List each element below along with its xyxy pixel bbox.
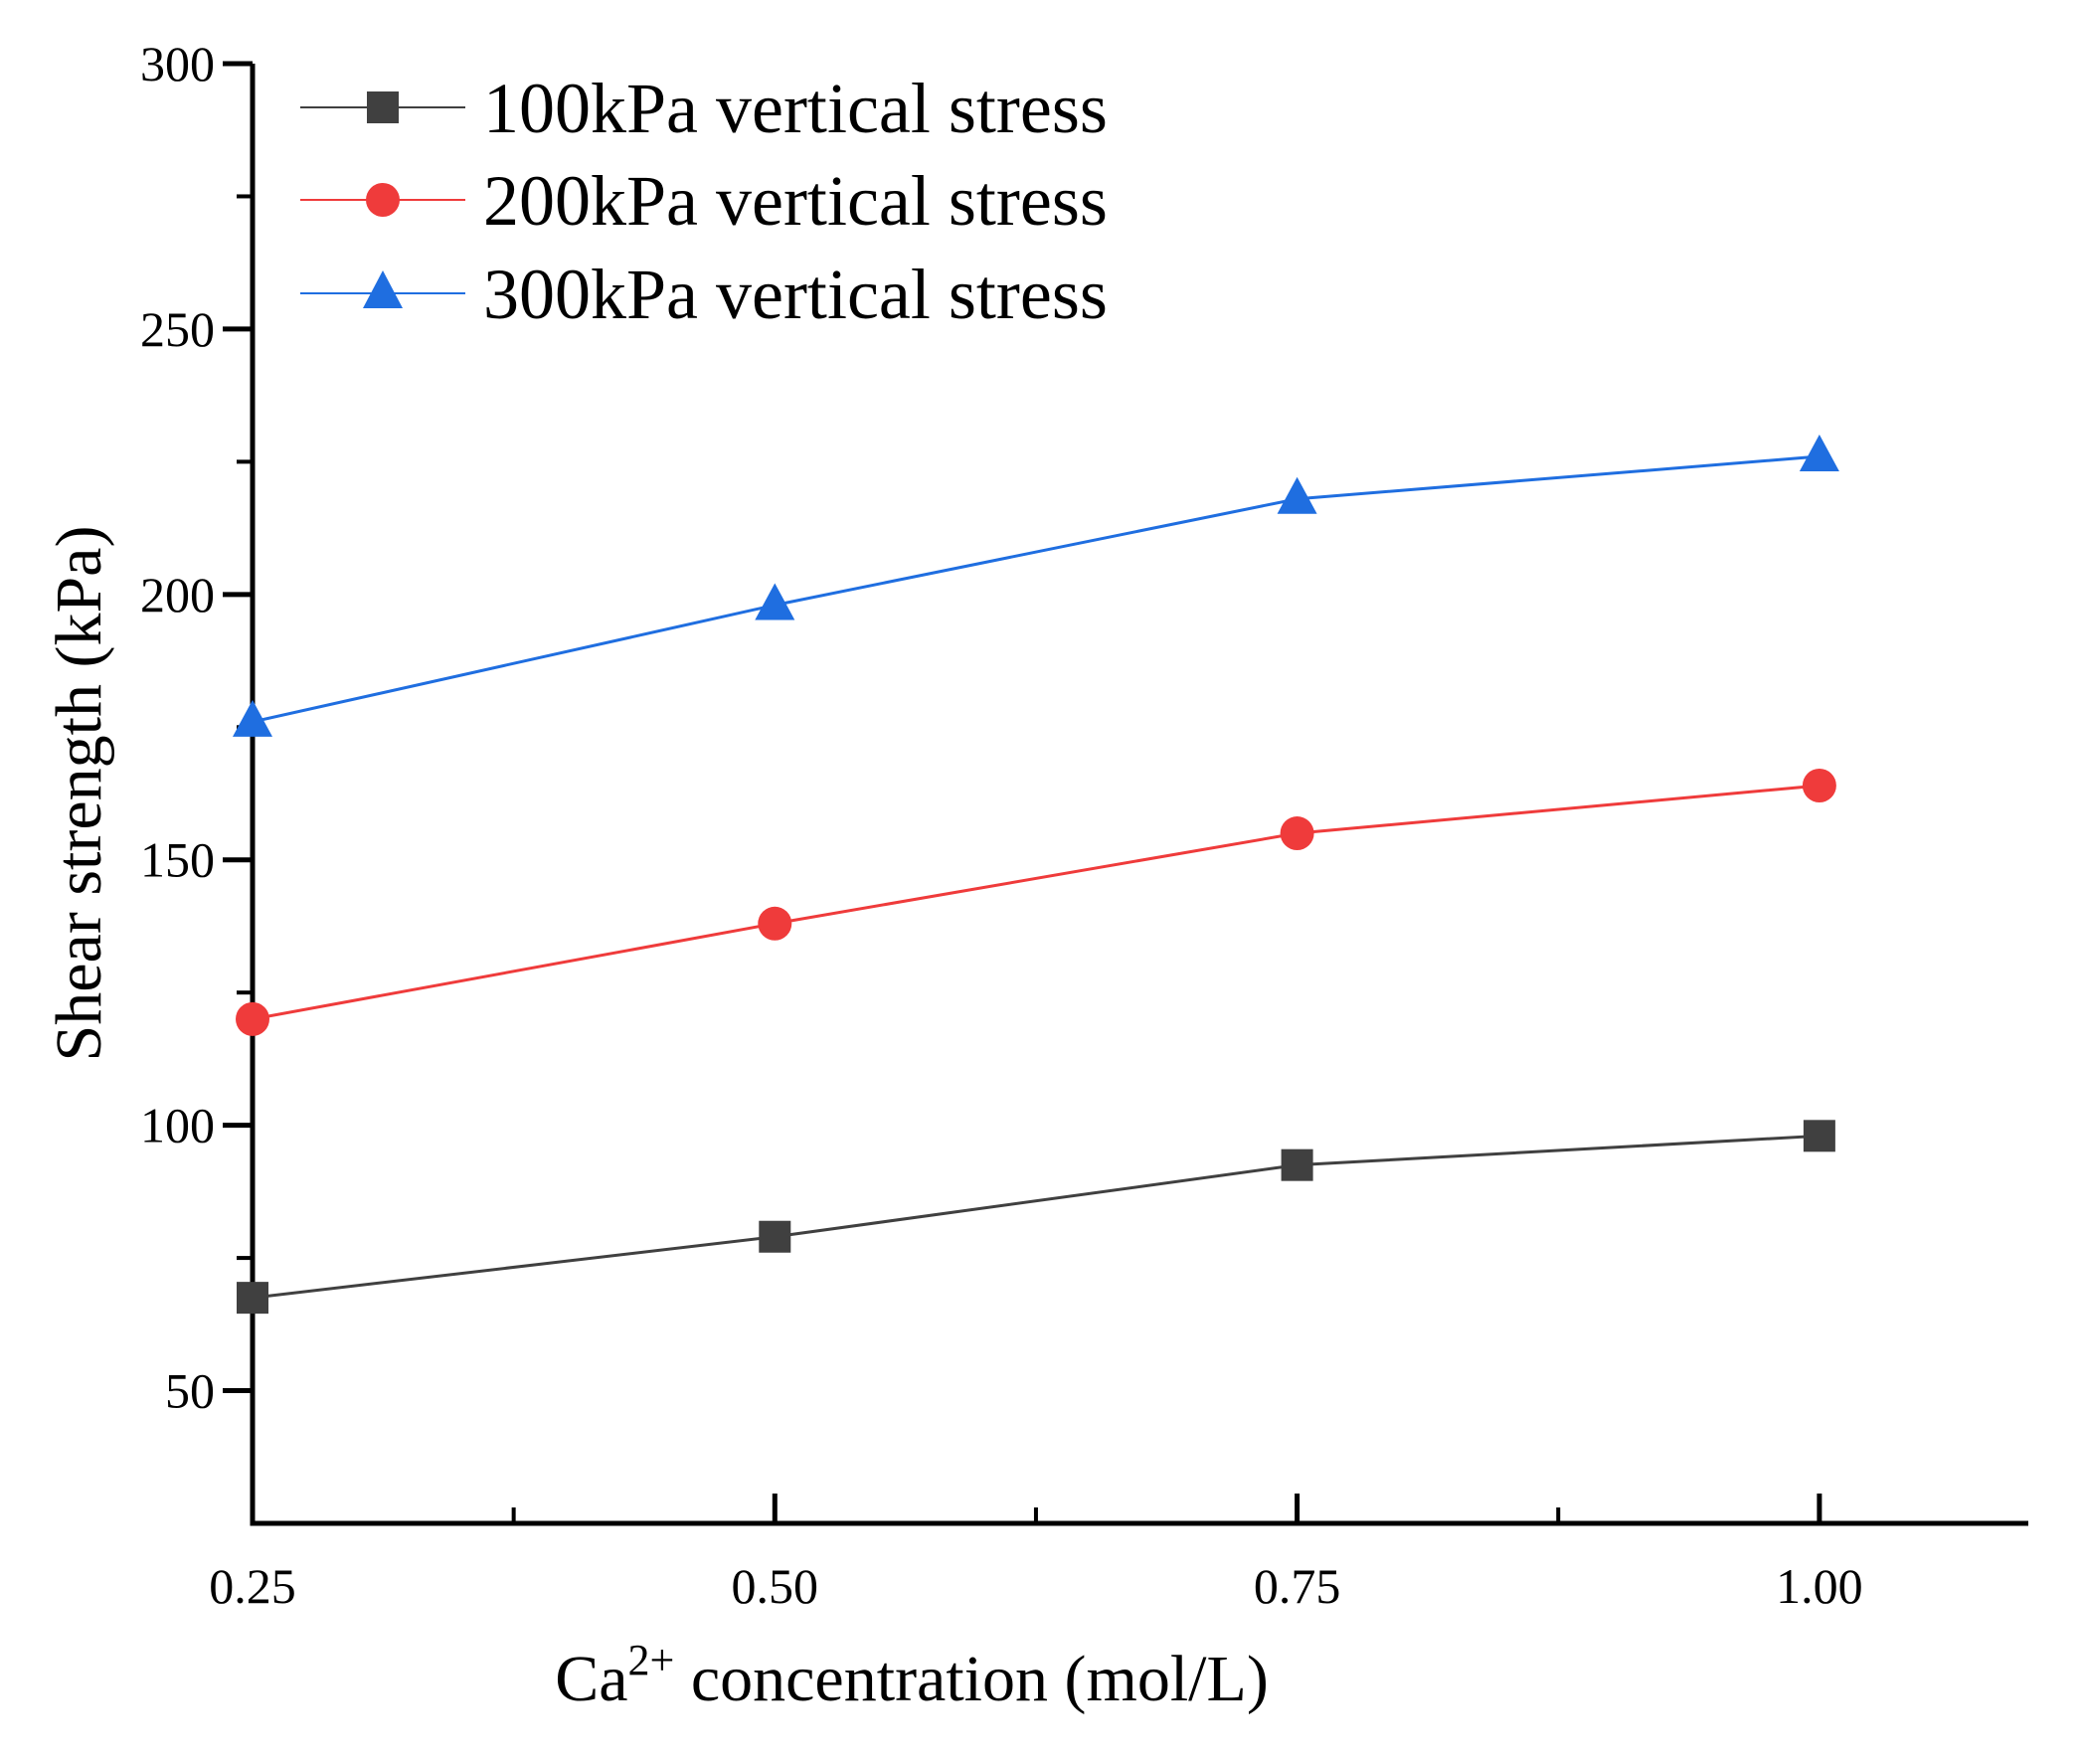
x-axis-title-superscript: 2+ <box>628 1636 675 1684</box>
data-point <box>233 699 272 737</box>
y-tick-label: 50 <box>165 1363 215 1419</box>
data-point <box>1281 1148 1313 1181</box>
x-tick-label: 0.75 <box>1254 1558 1341 1614</box>
data-point <box>759 1220 791 1253</box>
ticks: 50 100 150 200 250 300 0.25 0.50 0.75 1.00 <box>140 36 1863 1614</box>
data-point <box>1280 816 1314 851</box>
legend: 100kPa vertical stress 200kPa vertical s… <box>300 69 1108 334</box>
data-point <box>236 1001 269 1036</box>
data-point <box>1802 768 1836 802</box>
legend-item-300kpa: 300kPa vertical stress <box>300 255 1108 334</box>
legend-item-200kpa: 200kPa vertical stress <box>300 161 1108 241</box>
series <box>233 435 1839 1315</box>
x-axis-title: Ca2+ concentration (mol/L) <box>555 1636 1269 1715</box>
data-point <box>755 583 795 620</box>
series-line <box>252 784 1821 1021</box>
legend-label-300kpa: 300kPa vertical stress <box>483 255 1108 334</box>
y-tick-label: 300 <box>140 36 215 91</box>
legend-marker-circle <box>366 183 400 217</box>
x-tick-label: 0.50 <box>732 1558 819 1614</box>
data-point <box>758 906 792 941</box>
y-tick-label: 200 <box>140 567 215 622</box>
data-point <box>1803 1120 1835 1152</box>
legend-label-200kpa: 200kPa vertical stress <box>483 161 1108 241</box>
series-2 <box>236 768 1836 1036</box>
data-point <box>1799 435 1839 472</box>
data-point <box>237 1282 268 1315</box>
y-tick-label: 250 <box>140 301 215 357</box>
y-tick-label: 150 <box>140 832 215 888</box>
x-axis-title-suffix: concentration (mol/L) <box>674 1643 1268 1715</box>
legend-marker-square <box>367 91 399 123</box>
x-axis-title-prefix: Ca <box>555 1643 627 1715</box>
y-axis-title: Shear strength (kPa) <box>43 526 115 1062</box>
x-tick-label: 0.25 <box>209 1558 296 1614</box>
legend-item-100kpa: 100kPa vertical stress <box>300 69 1108 148</box>
y-tick-label: 100 <box>140 1098 215 1153</box>
data-point <box>1277 476 1317 514</box>
series-line <box>252 454 1821 724</box>
series-3 <box>233 435 1839 737</box>
series-1 <box>237 1120 1835 1315</box>
legend-label-100kpa: 100kPa vertical stress <box>483 69 1108 148</box>
x-tick-label: 1.00 <box>1776 1558 1863 1614</box>
series-line <box>252 1134 1820 1300</box>
legend-marker-triangle <box>363 270 403 308</box>
